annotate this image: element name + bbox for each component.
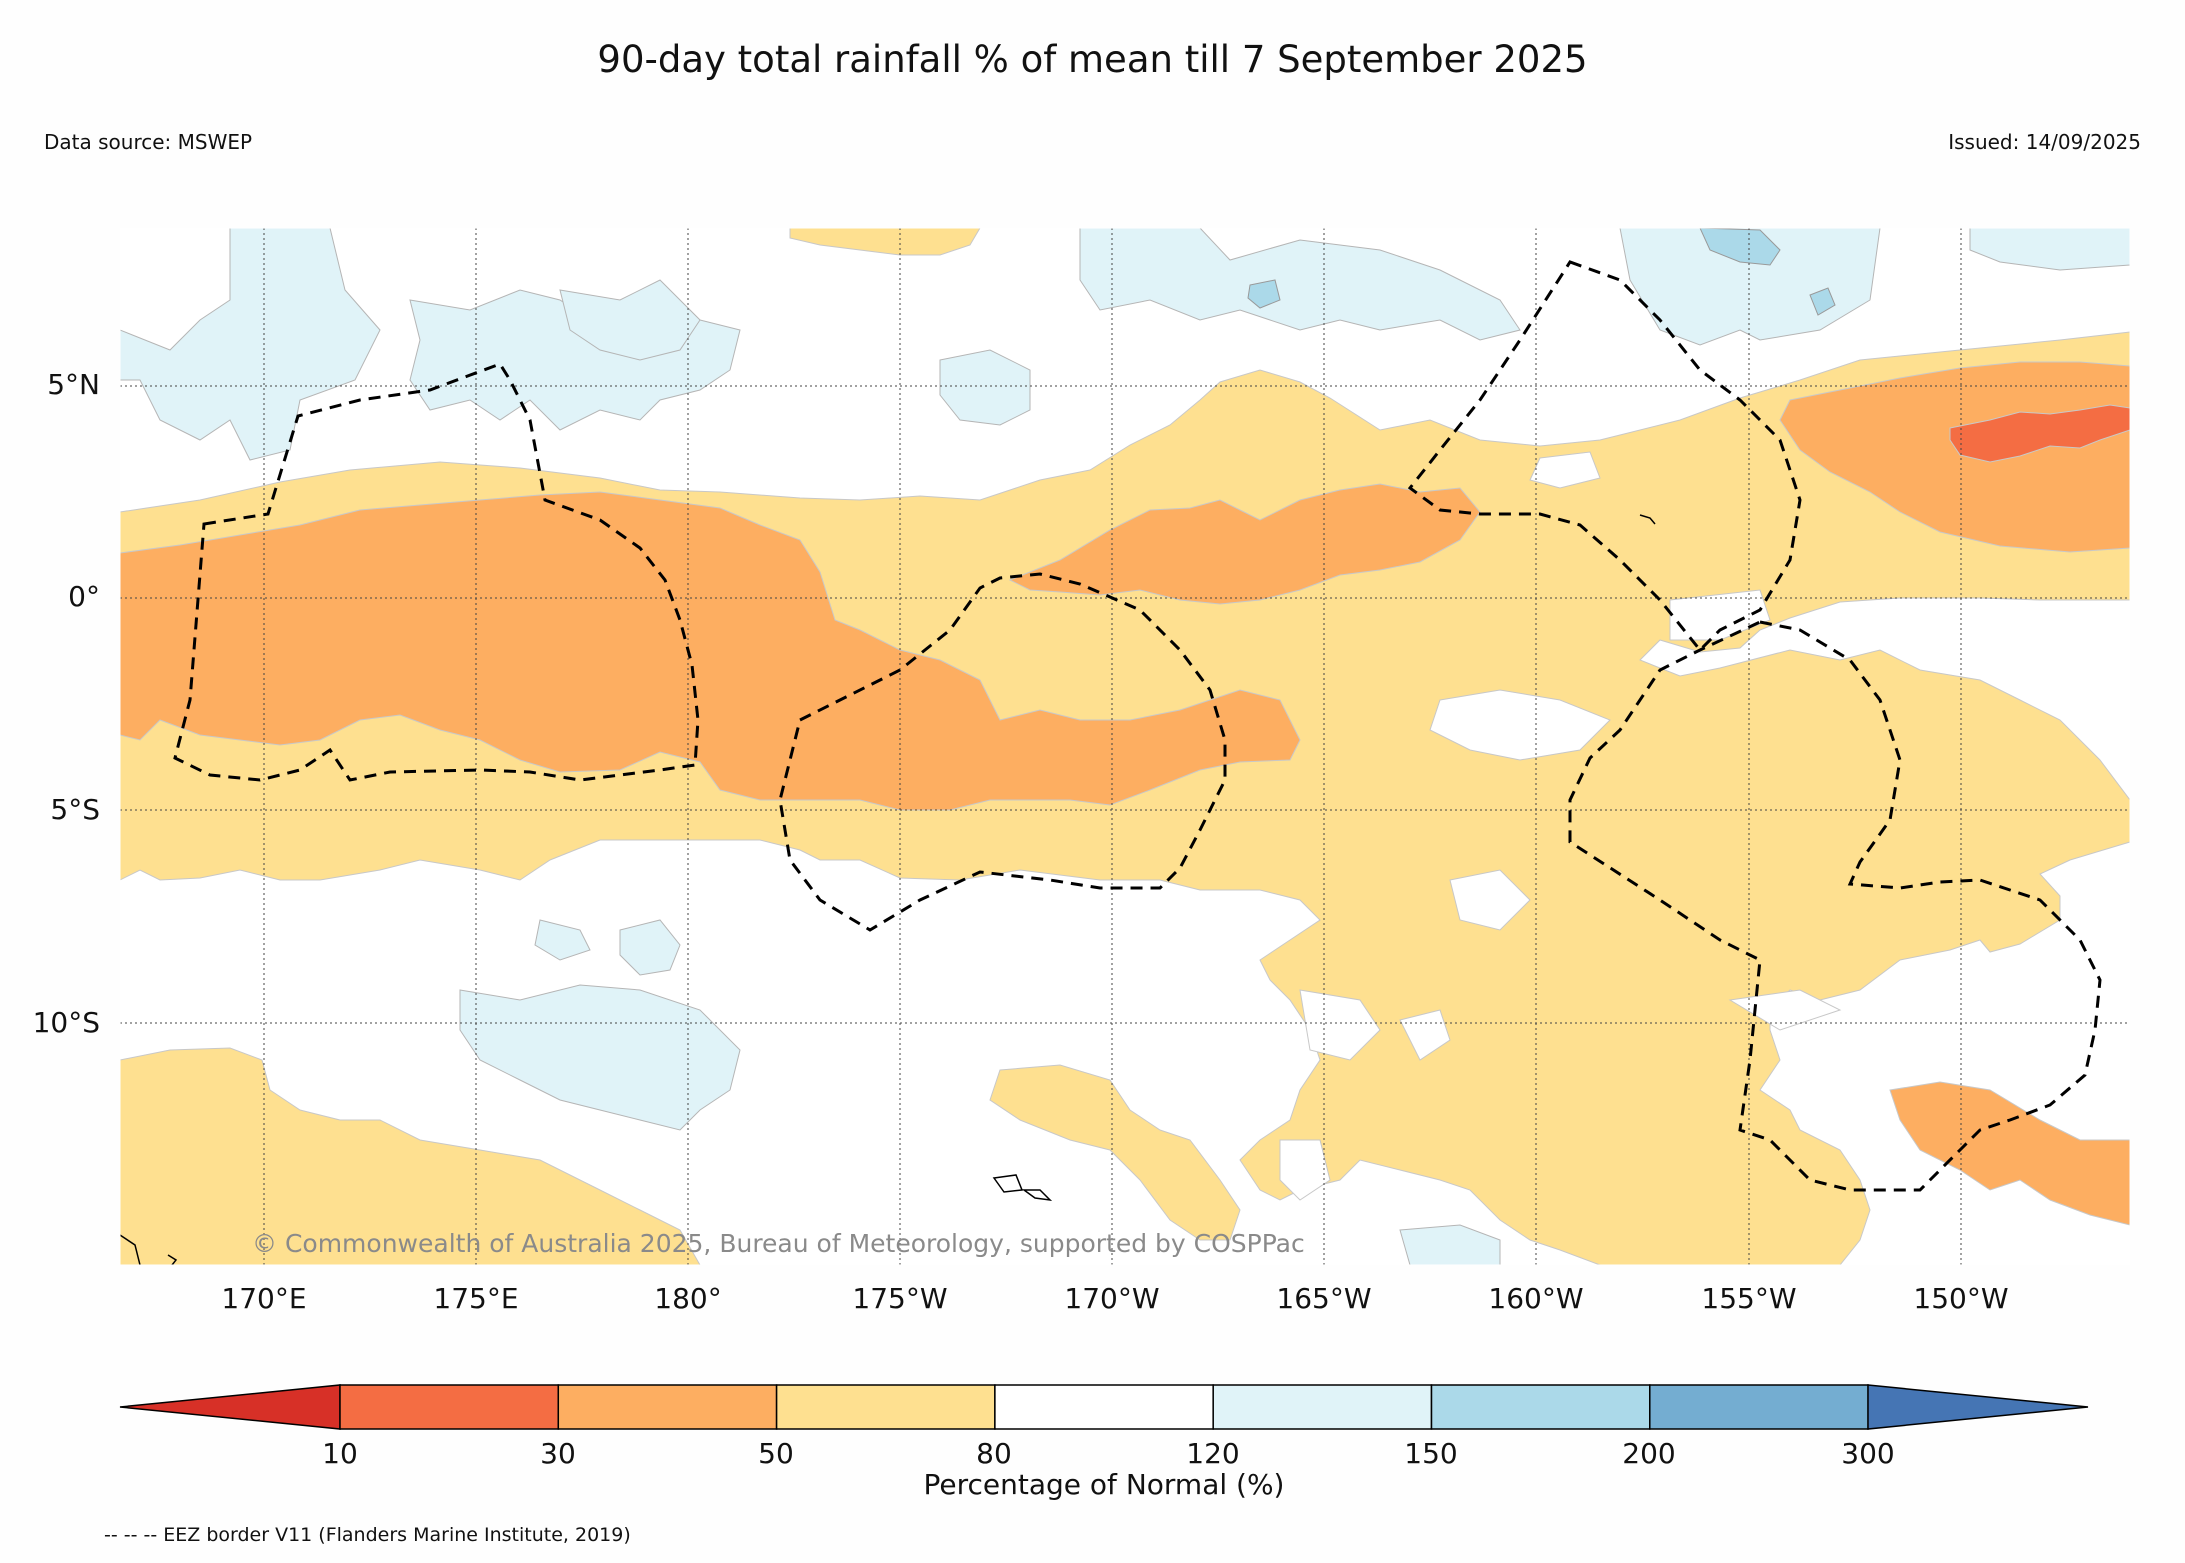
colorbar-high-extension [1867,1384,2089,1430]
chart-title: 90-day total rainfall % of mean till 7 S… [597,38,1588,81]
colorbar-segments [339,1384,1869,1430]
lon-label-160w: 160°W [1488,1282,1584,1315]
colorbar-segment-10 [339,1384,560,1430]
colorbar-tick-50: 50 [758,1437,794,1470]
dry-region-50-80-south [120,1047,701,1265]
eez-legend-note: -- -- -- EEZ border V11 (Flanders Marine… [104,1524,631,1546]
copyright-notice: © Commonwealth of Australia 2025, Bureau… [252,1229,1305,1258]
data-source-label: Data source: MSWEP [44,130,253,154]
colorbar-segment-30 [557,1384,778,1430]
near-normal-holes [1279,451,1842,1201]
colorbar-title: Percentage of Normal (%) [923,1468,1285,1501]
colorbar-segment-200 [1649,1384,1869,1430]
colorbar-tick-200: 200 [1622,1437,1676,1470]
island-outlines [119,514,1656,1266]
dry-region-30-50-central [1008,483,1481,605]
lat-label-10s: 10°S [32,1006,100,1039]
colorbar-segment-150 [1430,1384,1651,1430]
eez-line-islands-south [1568,620,2102,1192]
colorbar-tick-150: 150 [1404,1437,1458,1470]
lon-label-155w: 155°W [1701,1282,1797,1315]
lon-label-170w: 170°W [1064,1282,1160,1315]
dry-region-30-50-east [1779,361,2130,553]
map-frame [119,227,2131,1266]
eez-kiribati-phoenix [778,572,1227,932]
lat-label-0: 0° [68,580,100,613]
dry-region-island [989,1064,1241,1241]
lat-label-5s: 5°S [50,793,100,826]
rainfall-map [119,227,2131,1266]
eez-borders [173,260,2102,1192]
dry-region-30-50-south [1889,1081,2130,1226]
graticule [120,228,2130,1265]
colorbar-segment-80 [994,1384,1214,1430]
colorbar-tick-120: 120 [1186,1437,1240,1470]
lon-label-150w: 150°W [1913,1282,2009,1315]
colorbar-tick-30: 30 [540,1437,576,1470]
colorbar-tick-10: 10 [322,1437,358,1470]
eez-kiribati-gilbert [173,362,700,782]
wet-regions [120,228,2130,1265]
rainfall-fields [120,228,2130,1265]
lon-label-180: 180° [654,1282,722,1315]
colorbar-low-extension [119,1384,341,1430]
lon-label-175e: 175°E [433,1282,519,1315]
issued-date-label: Issued: 14/09/2025 [1948,130,2141,154]
colorbar-tick-300: 300 [1841,1437,1895,1470]
eez-line-islands-north [1407,260,1802,653]
lon-label-165w: 165°W [1276,1282,1372,1315]
colorbar-segment-50 [775,1384,996,1430]
dry-region-10-30 [1949,404,2130,463]
lon-label-170e: 170°E [221,1282,307,1315]
lat-label-5n: 5°N [47,368,100,401]
dry-region-30-50-west [120,491,1301,811]
lon-label-175w: 175°W [852,1282,948,1315]
very-wet-regions [1247,228,1836,316]
colorbar-tick-80: 80 [976,1437,1012,1470]
colorbar-segment-120 [1212,1384,1433,1430]
